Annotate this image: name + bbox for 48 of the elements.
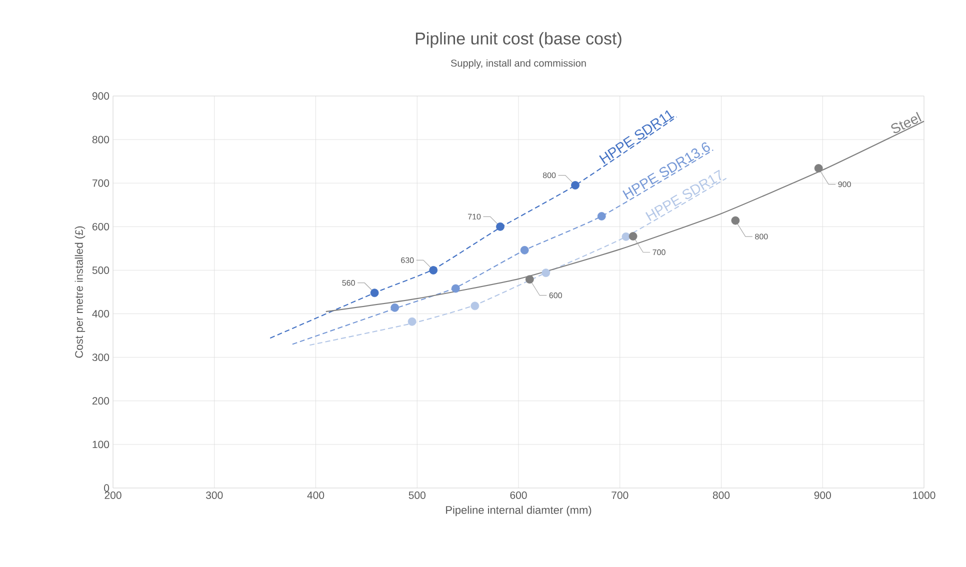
y-tick-label: 100: [92, 440, 110, 448]
x-tick-label: 200: [104, 492, 122, 499]
point: [628, 232, 638, 240]
point: [496, 222, 504, 231]
point: [451, 284, 460, 293]
x-tick-label: 1000: [913, 492, 936, 499]
point: [622, 232, 630, 241]
point: [571, 181, 580, 190]
y-tick-label: 800: [92, 136, 110, 144]
annotation: 800: [542, 172, 556, 178]
point: [429, 266, 438, 274]
x-tick-label: 800: [712, 492, 730, 499]
y-axis-title: Cost per metre installed (£): [74, 226, 86, 358]
y-tick-label: 300: [92, 354, 110, 362]
y-tick-label: 200: [92, 397, 110, 405]
text: Steel: [891, 112, 922, 134]
x-tick-label: 300: [206, 492, 223, 499]
annotation: 900: [838, 181, 851, 188]
annotation: 560: [342, 280, 355, 286]
y-tick-label: 400: [92, 310, 110, 318]
point: [408, 317, 416, 326]
x-tick-label: 500: [408, 492, 426, 499]
point: [731, 216, 740, 225]
x-tick-label: 900: [814, 492, 831, 499]
point: [542, 268, 550, 278]
point: [390, 303, 400, 312]
point: [597, 212, 606, 220]
point: [814, 164, 823, 172]
point: [370, 288, 379, 298]
chart-title: Pipline unit cost (base cost): [416, 32, 622, 48]
annotation: 710: [468, 214, 481, 220]
x-tick-label: 700: [612, 492, 628, 499]
y-tick-label: 500: [92, 266, 110, 274]
annotation: 700: [652, 249, 666, 256]
point: [525, 275, 534, 284]
y-tick-label: 700: [92, 179, 110, 187]
annotation: 800: [755, 234, 768, 240]
x-axis-title: Pipeline internal diamter (mm): [446, 506, 592, 516]
y-tick-label: 600: [92, 222, 110, 230]
y-tick-label: 0: [104, 484, 110, 492]
annotation: 630: [401, 257, 414, 264]
x-tick-label: 400: [307, 492, 324, 499]
point: [470, 302, 480, 310]
annotation: 600: [549, 292, 562, 298]
point: [520, 246, 529, 254]
chart-subtitle: Supply, install and commission: [450, 59, 586, 69]
x-tick-label: 600: [510, 492, 527, 499]
y-tick-label: 900: [92, 92, 110, 100]
